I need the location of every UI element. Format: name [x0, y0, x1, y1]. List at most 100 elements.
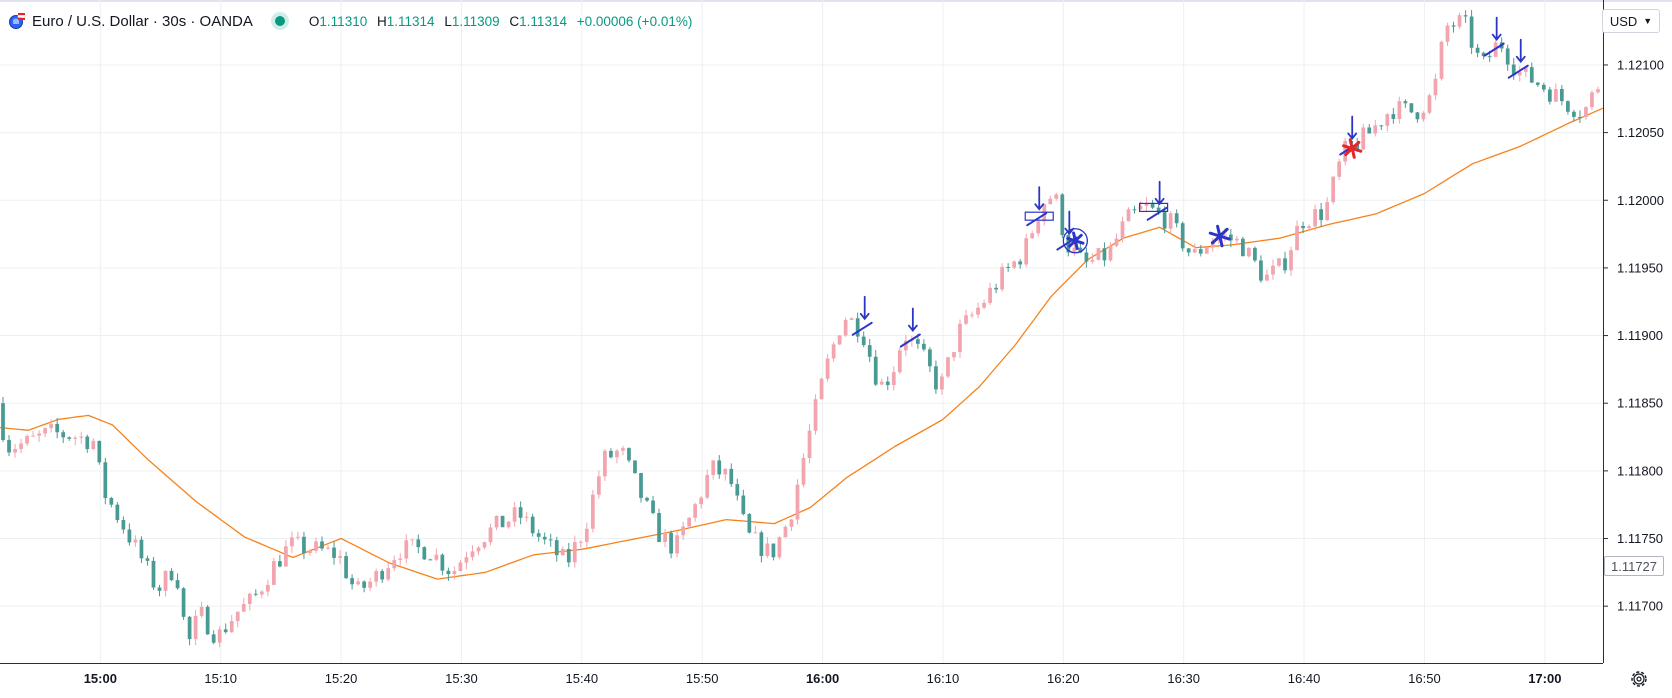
candle-up	[13, 443, 17, 458]
candle-up	[506, 521, 511, 529]
annotation-box	[1024, 211, 1054, 221]
candle-up	[621, 445, 625, 456]
candle-down	[1481, 51, 1486, 60]
candle-body	[1048, 198, 1053, 205]
candle-body	[1180, 223, 1185, 249]
candle-up	[25, 434, 29, 447]
candle-up	[1000, 263, 1004, 292]
candle-down	[121, 516, 126, 534]
candle-up	[843, 317, 848, 337]
candle-up	[1012, 260, 1017, 269]
annotation-trend-stroke	[899, 333, 921, 348]
currency-button[interactable]: USD ▼	[1602, 9, 1660, 33]
candle-body	[765, 543, 770, 557]
candle-body	[867, 345, 872, 357]
candle-down	[1505, 44, 1510, 71]
candle-down	[67, 436, 72, 441]
candle-body	[217, 629, 222, 643]
candle-body	[1403, 101, 1408, 104]
candle-body	[139, 539, 144, 559]
candle-up	[988, 282, 992, 305]
candle-body	[253, 593, 258, 595]
candle-body	[374, 571, 379, 582]
candle-up	[464, 551, 469, 570]
candle-down	[1475, 43, 1480, 58]
candle-up	[241, 597, 246, 612]
candle-down	[109, 496, 114, 508]
candle-body	[903, 340, 908, 351]
candle-down	[1529, 62, 1534, 84]
candle-down	[1283, 251, 1287, 274]
time-tick-label: 16:50	[1408, 671, 1441, 686]
candle-body	[404, 540, 409, 559]
candle-up	[482, 541, 487, 550]
time-tick-label: 17:00	[1528, 671, 1561, 686]
candle-down	[157, 584, 162, 597]
moving-average-line	[0, 107, 1604, 580]
candle-up	[458, 559, 463, 572]
annotation-star-stroke	[1067, 233, 1083, 248]
candle-body	[741, 495, 746, 515]
candle-up	[1138, 201, 1143, 210]
candle-body	[350, 578, 354, 585]
price-tick-label: 1.11700	[1617, 599, 1663, 614]
candle-body	[1150, 203, 1155, 208]
candle-up	[398, 553, 403, 566]
candle-up	[1234, 236, 1239, 245]
candle-down	[151, 556, 156, 590]
candle-up	[783, 525, 788, 538]
candle-down	[1174, 209, 1179, 228]
time-axis[interactable]: 15:00 15:10 15:20 15:30 15:40 15:50 16:00 16:10…	[84, 671, 1562, 686]
candle-body	[843, 319, 848, 336]
annotation-star-stroke	[1210, 227, 1229, 245]
candle-body	[1325, 202, 1330, 221]
candle-up	[79, 431, 84, 444]
candle-body	[693, 504, 698, 518]
candle-up	[940, 373, 944, 395]
candle-body	[19, 443, 23, 450]
candle-down	[1162, 206, 1167, 234]
candle-body	[452, 571, 457, 575]
ohlc-low: L1.11309	[444, 13, 500, 29]
candle-body	[639, 473, 643, 498]
candle-body	[1511, 64, 1516, 76]
symbol-title[interactable]: Euro / U.S. Dollar · 30s · OANDA	[32, 12, 253, 30]
candle-up	[753, 525, 758, 534]
grid	[0, 0, 1603, 663]
candle-body	[500, 515, 505, 528]
candle-down	[867, 338, 872, 363]
time-tick-label: 16:10	[927, 671, 960, 686]
candle-body	[536, 533, 541, 537]
ohlc-open: O1.11310	[308, 13, 368, 29]
candle-body	[284, 546, 288, 567]
candle-up	[693, 502, 698, 522]
candle-body	[1132, 209, 1137, 211]
candle-up	[1313, 204, 1317, 231]
candle-up	[91, 438, 96, 451]
candle-body	[994, 287, 998, 290]
price-tick-label: 1.11950	[1617, 260, 1663, 275]
candle-body	[1078, 247, 1083, 253]
gear-icon[interactable]	[1628, 668, 1650, 690]
candle-down	[1578, 110, 1582, 123]
candle-up	[849, 317, 854, 321]
candle-body	[1547, 89, 1552, 102]
candle-body	[609, 450, 613, 458]
annotation-star-stroke	[1344, 140, 1361, 157]
candle-down	[1132, 205, 1137, 214]
candle-up	[494, 515, 499, 531]
candle-body	[1283, 258, 1287, 271]
candle-up	[368, 577, 373, 592]
candle-body	[181, 588, 186, 617]
candle-down	[1391, 107, 1396, 124]
candle-body	[398, 558, 403, 561]
candle-up	[1192, 243, 1197, 254]
candle-up	[1096, 247, 1101, 261]
tradingview-flag-icon[interactable]	[8, 12, 26, 30]
candle-body	[302, 536, 306, 554]
price-axis[interactable]: 1.11700 1.11750 1.11800 1.11850 1.11900 1.119…	[1603, 57, 1664, 614]
candle-body	[524, 516, 529, 518]
candle-up	[879, 378, 884, 385]
